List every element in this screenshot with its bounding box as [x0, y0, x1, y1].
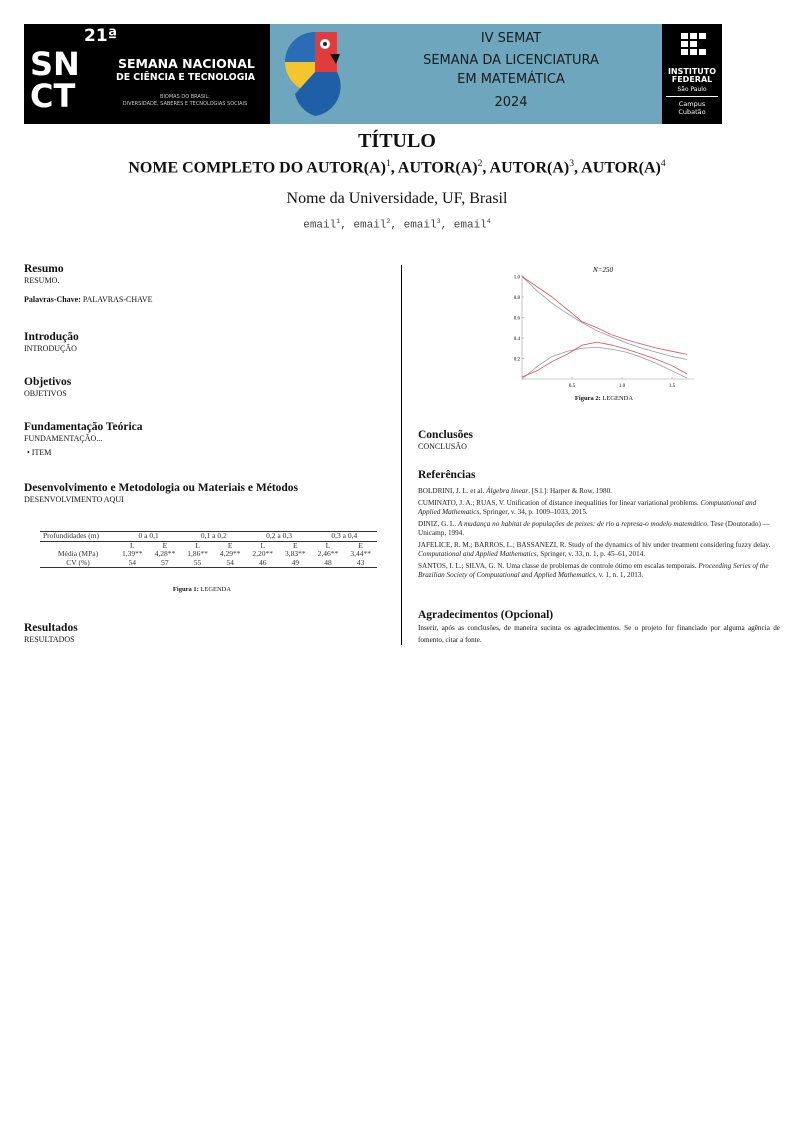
table-cell: 57	[161, 557, 169, 567]
table-cell: 54	[226, 557, 234, 567]
section-objetivos: Objetivos OBJETIVOS	[24, 376, 72, 398]
table-cell: 4,29**	[219, 549, 241, 558]
subheader-cell: L	[260, 540, 266, 550]
series-line-3	[521, 341, 688, 378]
table-cell: 54	[128, 557, 137, 567]
reference-item: BOLDRINI, J. L. et al. Álgebra linear. […	[418, 487, 612, 495]
table-cell: 2,20**	[252, 549, 274, 558]
table-cell: 3,83**	[285, 549, 306, 558]
snct-mark: SNCT	[30, 45, 80, 115]
table-row: CV (%) 54 57 55 54 46 49 48 43	[40, 557, 377, 568]
y-tick-label: 0.8	[514, 296, 521, 301]
series-line-0	[521, 276, 688, 360]
reference-item: JAFELICE, R. M.; BARROS, L.; BASSANEZI, …	[418, 540, 771, 559]
table-row: Média (MPa) 1,39** 4,28** 1,86** 4,29** 2,20*…	[40, 549, 377, 559]
table-cell: 1,39**	[121, 549, 143, 558]
subheader-cell: L	[195, 540, 200, 550]
table-cell: 2,46**	[317, 549, 339, 558]
figure-2-chart: N=250 0.5 1.0 1.5 0.2 0.4 0.6 0.8 1.0	[514, 266, 694, 389]
y-tick-label: 0.4	[514, 337, 521, 342]
section-resumo: Resumo RESUMO. Palavras-Chave: PALAVRAS-…	[24, 263, 153, 304]
snct-logo: SNCT 21ª SEMANA NACIONAL DE CIÊNCIA E TE…	[24, 24, 270, 124]
semat-title: IV SEMAT SEMANA DA LICENCIATURA EM MATEM…	[360, 24, 662, 124]
subheader-cell: L	[130, 540, 135, 550]
section-desenvolvimento: Desenvolvimento e Metodologia ou Materia…	[24, 482, 299, 504]
emails: email1, email2, email3, email4	[303, 218, 491, 232]
snct-line1: SEMANA NACIONAL	[118, 56, 255, 71]
ifsp-logo: INSTITUTO FEDERAL São Paulo Campus Cubatão	[662, 24, 722, 124]
section-referencias: Referências BOLDRINI, J. L. et al. Álgeb…	[418, 469, 780, 583]
series-line-2	[521, 346, 688, 380]
y-tick-label: 0.2	[514, 358, 521, 363]
x-tick-label: 1.0	[619, 384, 626, 389]
subheader-cell: E	[227, 540, 233, 550]
subheader-cell: E	[293, 540, 298, 550]
table-cell: 49	[291, 557, 300, 567]
table-cell: 43	[356, 557, 365, 567]
section-fundamentacao: Fundamentação Teórica FUNDAMENTAÇÃO... • …	[24, 421, 143, 457]
x-tick-label: 0.5	[569, 384, 576, 389]
parrot-logo	[270, 24, 360, 124]
table-cell: 4,28**	[154, 549, 176, 558]
table-cell: 55	[193, 557, 202, 567]
y-tick-label: 0.6	[514, 317, 521, 322]
university: Nome da Universidade, UF, Brasil	[286, 190, 508, 207]
snct-edition: 21ª	[84, 26, 118, 46]
section-resultados: Resultados RESULTADOS	[24, 622, 78, 644]
table-cell: 3,44**	[350, 549, 371, 558]
chart-title: N=250	[592, 266, 613, 274]
subheader-cell: E	[162, 540, 168, 550]
snct-theme: BIOMAS DO BRASIL: DIVERSIDADE, SABERES E …	[122, 94, 248, 107]
snct-line2: DE CIÊNCIA E TECNOLOGIA	[116, 72, 255, 83]
y-tick-label: 1.0	[514, 276, 521, 281]
page-title: TÍTULO	[358, 130, 436, 152]
figure-1-caption: Figura 1: LEGENDA	[172, 586, 232, 593]
reference-item: DINIZ, G. L. A mudança no habitat de pop…	[418, 519, 770, 538]
series-line-1	[521, 276, 688, 355]
figure-2-caption: Figura 2: LEGENDA	[574, 395, 634, 402]
authors: NOME COMPLETO DO AUTOR(A)1, AUTOR(A)2, A…	[128, 158, 666, 177]
reference-item: CUMINATO, J. A.; RUAS, V. Unification of…	[418, 498, 757, 517]
header-banner: SNCT 21ª SEMANA NACIONAL DE CIÊNCIA E TE…	[24, 24, 722, 124]
table-cell: 48	[324, 557, 332, 567]
reference-item: SANTOS, I. L.; SILVA, G. N. Uma classe d…	[418, 561, 769, 580]
subheader-cell: L	[325, 540, 331, 550]
section-agradecimentos: Agradecimentos (Opcional) Inserir, após …	[418, 609, 780, 644]
table-cell: 1,86**	[187, 549, 208, 558]
column-divider	[401, 265, 402, 645]
table-cell: 46	[258, 557, 267, 567]
section-introducao: Introdução INTRODUÇÃO	[24, 331, 79, 353]
ifsp-grid-icon	[680, 32, 707, 56]
subheader-cell: E	[358, 540, 363, 550]
x-tick-label: 1.5	[669, 384, 676, 389]
section-conclusoes: Conclusões CONCLUSÃO	[418, 429, 473, 451]
data-table: Profundidades (m) 0 a 0,1 0,1 a 0,2 0,2 a…	[40, 531, 377, 568]
